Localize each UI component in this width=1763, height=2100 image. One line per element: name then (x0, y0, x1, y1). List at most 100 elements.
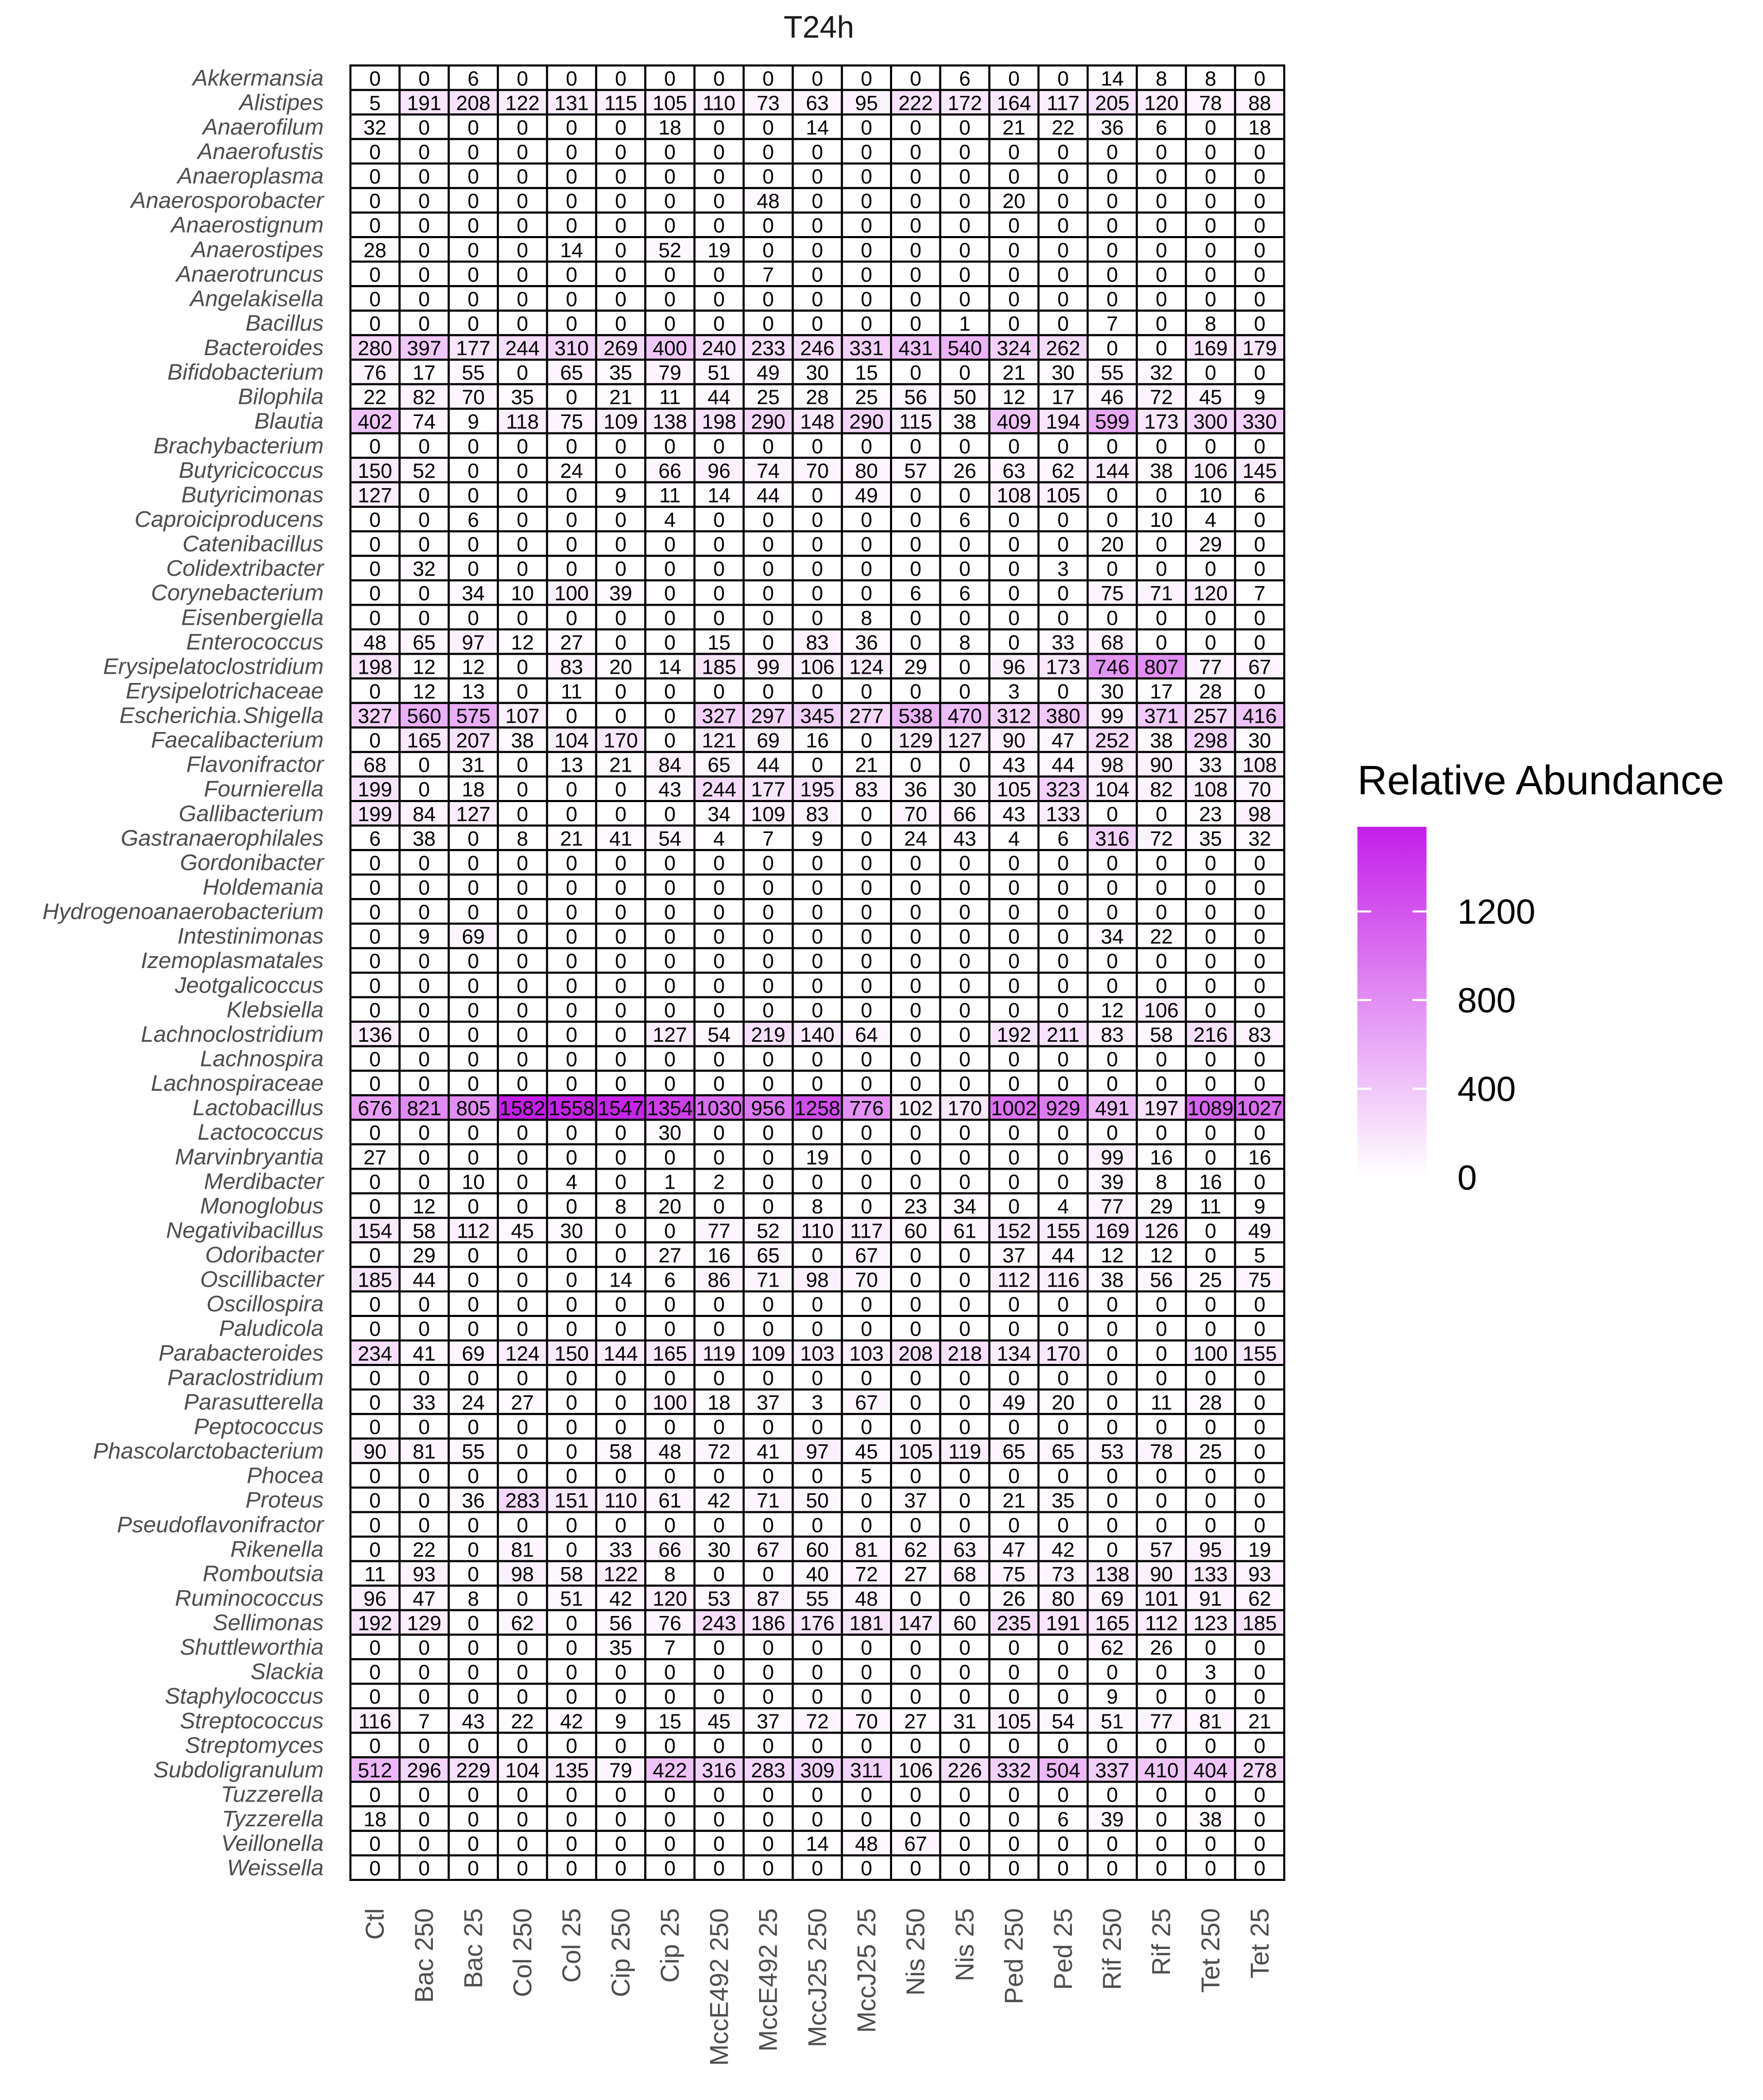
cell-value: 0 (959, 1637, 970, 1659)
cell-value: 0 (615, 1171, 626, 1193)
cell-value: 0 (910, 68, 921, 90)
cell-value: 177 (751, 778, 785, 801)
cell-value: 0 (959, 1490, 970, 1512)
cell-value: 821 (407, 1097, 442, 1120)
cell-value: 0 (664, 926, 676, 948)
cell-value: 62 (1101, 1637, 1124, 1659)
cell-value: 18 (363, 1808, 387, 1831)
cell-value: 0 (959, 1171, 970, 1193)
cell-value: 1002 (991, 1097, 1037, 1120)
cell-value: 43 (462, 1710, 485, 1733)
cell-value: 95 (855, 92, 878, 114)
cell-value: 0 (861, 1735, 872, 1757)
cell-value: 49 (757, 362, 780, 385)
cell-value: 0 (370, 1465, 381, 1488)
heatmap-cell (349, 579, 401, 606)
heatmap-cell (1135, 677, 1187, 704)
heatmap-cell (890, 481, 942, 508)
cell-value: 0 (517, 141, 528, 163)
cell-value: 0 (418, 1465, 430, 1488)
cell-value: 9 (1106, 1686, 1118, 1708)
cell-value: 0 (418, 312, 430, 335)
cell-value: 327 (358, 705, 392, 728)
cell-value: 0 (566, 484, 577, 507)
cell-value: 331 (849, 337, 884, 360)
cell-value: 277 (849, 705, 884, 728)
cell-value: 19 (708, 239, 731, 262)
column-labels: Ctl Bac 250 Bac 25 Col 250 Col 25 Cip 250 Cip … (361, 1908, 1274, 2066)
cell-value: 8 (664, 1563, 676, 1586)
cell-value: 38 (953, 411, 977, 434)
cell-value: 0 (566, 558, 577, 580)
cell-value: 0 (370, 534, 381, 556)
cell-value: 0 (517, 1416, 528, 1439)
cell-value: 0 (370, 263, 381, 286)
cell-value: 60 (904, 1220, 927, 1242)
cell-value: 29 (1199, 534, 1222, 556)
cell-value: 0 (467, 1857, 479, 1880)
cell-value: 0 (959, 901, 970, 924)
cell-value: 0 (1057, 509, 1069, 531)
cell-value: 0 (566, 607, 577, 629)
row-label-bacillus: Bacillus (245, 310, 324, 336)
cell-value: 0 (1254, 435, 1265, 458)
cell-value: 0 (1254, 362, 1265, 385)
cell-value: 0 (713, 1367, 725, 1390)
cell-value: 99 (1101, 705, 1124, 728)
cell-value: 0 (615, 607, 626, 629)
cell-value: 0 (418, 607, 430, 629)
heatmap-cell (497, 138, 548, 165)
cell-value: 0 (664, 680, 676, 703)
cell-value: 11 (659, 484, 681, 507)
cell-value: 129 (407, 1612, 442, 1635)
cell-value: 0 (713, 950, 725, 973)
heatmap-cell (644, 530, 696, 557)
cell-value: 0 (910, 852, 921, 875)
heatmap-cell (1135, 89, 1187, 116)
cell-value: 14 (806, 1833, 829, 1856)
cell-value: 0 (861, 999, 872, 1022)
cell-value: 0 (1155, 312, 1167, 335)
cell-value: 63 (1002, 460, 1026, 482)
cell-value: 176 (800, 1612, 835, 1635)
cell-value: 0 (812, 1318, 823, 1341)
cell-value: 0 (370, 141, 381, 163)
cell-value: 25 (1199, 1441, 1222, 1463)
cell-value: 1558 (549, 1097, 595, 1120)
cell-value: 538 (898, 705, 933, 728)
cell-value: 0 (517, 1048, 528, 1071)
cell-value: 69 (462, 926, 485, 948)
cell-value: 11 (1200, 1195, 1221, 1218)
cell-value: 0 (1254, 680, 1265, 703)
cell-value: 0 (1057, 877, 1069, 899)
cell-value: 0 (615, 460, 626, 482)
heatmap-cell (1086, 628, 1138, 655)
cell-value: 0 (959, 852, 970, 875)
cell-value: 0 (713, 1195, 725, 1218)
cell-value: 69 (462, 1342, 485, 1365)
cell-value: 16 (1199, 1171, 1222, 1193)
heatmap-cell (1037, 236, 1089, 263)
cell-value: 311 (850, 1759, 883, 1782)
cell-value: 0 (1155, 877, 1167, 899)
cell-value: 0 (370, 288, 381, 311)
cell-value: 0 (1254, 901, 1265, 924)
cell-value: 0 (812, 1465, 823, 1488)
cell-value: 0 (1106, 190, 1118, 213)
cell-value: 0 (910, 1024, 921, 1046)
cell-value: 71 (757, 1269, 780, 1292)
cell-value: 65 (1002, 1441, 1026, 1463)
cell-value: 0 (959, 116, 970, 139)
cell-value: 36 (904, 778, 927, 801)
cell-value: 0 (1008, 214, 1019, 237)
cell-value: 0 (1254, 190, 1265, 213)
heatmap-cell (349, 236, 401, 263)
cell-value: 0 (1008, 312, 1019, 335)
cell-value: 152 (997, 1220, 1031, 1242)
column-label-col-250: Col 250 (508, 1908, 537, 1997)
cell-value: 32 (363, 116, 387, 139)
cell-value: 0 (418, 214, 430, 237)
cell-value: 185 (358, 1269, 392, 1292)
cell-value: 0 (1254, 165, 1265, 188)
column-label-mccj25-250: MccJ25 250 (803, 1908, 832, 2047)
